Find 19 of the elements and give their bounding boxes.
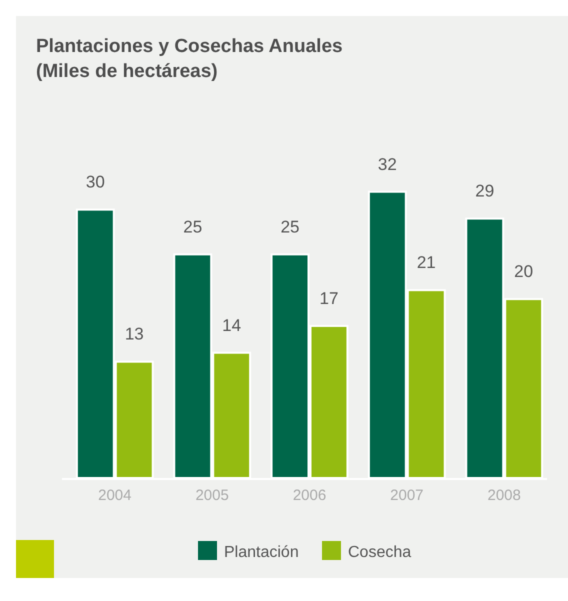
x-tick-label: 2008 — [487, 487, 521, 504]
x-tick-label: 2005 — [195, 487, 229, 504]
data-label: 32 — [378, 154, 397, 174]
data-label: 30 — [86, 172, 105, 192]
legend-label: Plantación — [224, 544, 299, 561]
x-tick-label: 2006 — [292, 487, 326, 504]
data-label: 13 — [124, 324, 144, 344]
data-label: 21 — [416, 253, 436, 272]
x-tick-label: 2007 — [390, 487, 424, 504]
chart-subtitle: (Miles de hectáreas) — [36, 61, 218, 82]
data-label: 25 — [183, 217, 202, 236]
data-label: 25 — [280, 217, 300, 236]
data-label: 29 — [475, 182, 494, 201]
data-label: 20 — [514, 262, 534, 282]
legend-label: Cosecha — [348, 544, 412, 561]
chart-title: Plantaciones y Cosechas Anuales — [36, 36, 343, 57]
data-label: 17 — [320, 288, 338, 308]
x-tick-label: 2004 — [98, 487, 132, 504]
data-label: 14 — [222, 316, 242, 335]
